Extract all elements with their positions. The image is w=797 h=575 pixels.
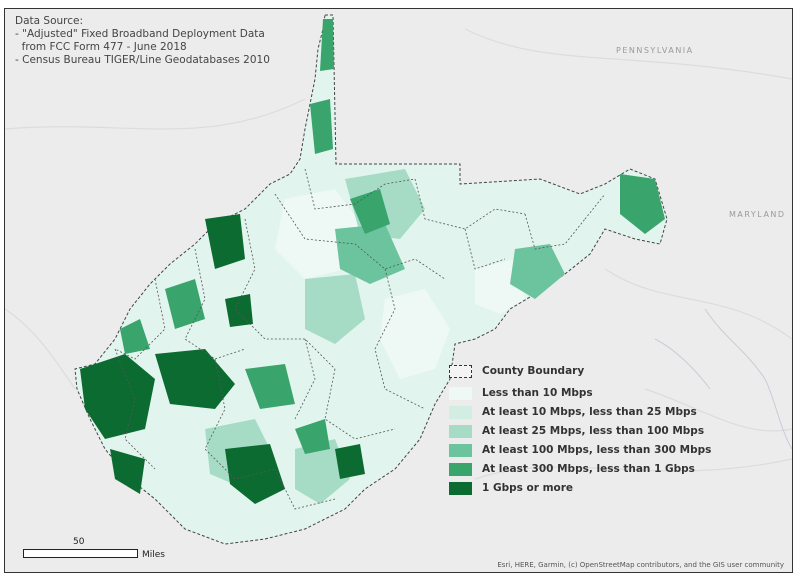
patch-mid bbox=[335, 224, 405, 284]
legend-item: 1 Gbps or more bbox=[449, 481, 573, 495]
patch-high bbox=[120, 319, 150, 354]
patch-mid bbox=[510, 244, 565, 299]
patch-high bbox=[80, 354, 155, 439]
patch-mid bbox=[305, 274, 365, 344]
legend-item: At least 10 Mbps, less than 25 Mbps bbox=[449, 405, 697, 419]
legend-label: At least 300 Mbps, less than 1 Gbps bbox=[482, 463, 695, 475]
patch-high bbox=[155, 349, 235, 409]
patch-high bbox=[165, 279, 205, 329]
legend-item: At least 100 Mbps, less than 300 Mbps bbox=[449, 443, 711, 457]
patch-high bbox=[225, 444, 285, 504]
source-line: Data Source: bbox=[15, 15, 84, 27]
source-line: - Census Bureau TIGER/Line Geodatabases … bbox=[15, 54, 270, 66]
legend-label: County Boundary bbox=[482, 365, 585, 377]
basemap-roads bbox=[5, 28, 792, 480]
legend-swatch bbox=[449, 424, 472, 438]
map-attribution: Esri, HERE, Garmin, (c) OpenStreetMap co… bbox=[497, 561, 784, 569]
basemap-rivers bbox=[654, 308, 792, 450]
patch-high bbox=[205, 214, 245, 269]
patch-low bbox=[380, 289, 450, 379]
legend-swatch bbox=[449, 443, 472, 457]
legend-label: At least 100 Mbps, less than 300 Mbps bbox=[482, 444, 712, 456]
legend-label: At least 10 Mbps, less than 25 Mbps bbox=[482, 406, 697, 418]
scale-bar-graphic bbox=[23, 549, 138, 558]
map-frame[interactable]: PENNSYLVANIA MARYLAND Data Source: - "Ad… bbox=[4, 8, 793, 573]
patch-high bbox=[225, 294, 253, 327]
map-canvas[interactable] bbox=[5, 9, 792, 572]
label-pennsylvania: PENNSYLVANIA bbox=[616, 46, 694, 55]
source-line: from FCC Form 477 - June 2018 bbox=[15, 41, 187, 53]
legend-swatch bbox=[449, 462, 472, 476]
legend-item: At least 300 Mbps, less than 1 Gbps bbox=[449, 462, 695, 476]
scale-value: 50 bbox=[73, 537, 85, 547]
legend-swatch bbox=[449, 405, 472, 419]
legend-label: 1 Gbps or more bbox=[482, 482, 574, 494]
patch-high bbox=[335, 444, 365, 479]
patch-high bbox=[310, 99, 333, 154]
patch-high bbox=[350, 189, 390, 234]
legend-swatch bbox=[449, 481, 472, 495]
data-source-note: Data Source: - "Adjusted" Fixed Broadban… bbox=[15, 15, 270, 67]
legend-label: At least 25 Mbps, less than 100 Mbps bbox=[482, 425, 705, 437]
patch-high bbox=[620, 174, 665, 234]
label-maryland: MARYLAND bbox=[729, 210, 786, 219]
source-line: - "Adjusted" Fixed Broadband Deployment … bbox=[15, 28, 265, 40]
legend-item-county-boundary: County Boundary bbox=[449, 364, 584, 378]
county-boundaries bbox=[114, 168, 606, 510]
legend-item: At least 25 Mbps, less than 100 Mbps bbox=[449, 424, 704, 438]
scale-unit: Miles bbox=[142, 550, 165, 560]
county-boundary-swatch bbox=[449, 364, 472, 378]
legend-item: Less than 10 Mbps bbox=[449, 386, 593, 400]
patch-high bbox=[320, 19, 334, 71]
legend-swatch bbox=[449, 386, 472, 400]
legend-label: Less than 10 Mbps bbox=[482, 387, 593, 399]
patch-high bbox=[295, 419, 330, 454]
broadband-patches bbox=[80, 19, 665, 504]
patch-high bbox=[110, 449, 145, 494]
patch-high bbox=[245, 364, 295, 409]
